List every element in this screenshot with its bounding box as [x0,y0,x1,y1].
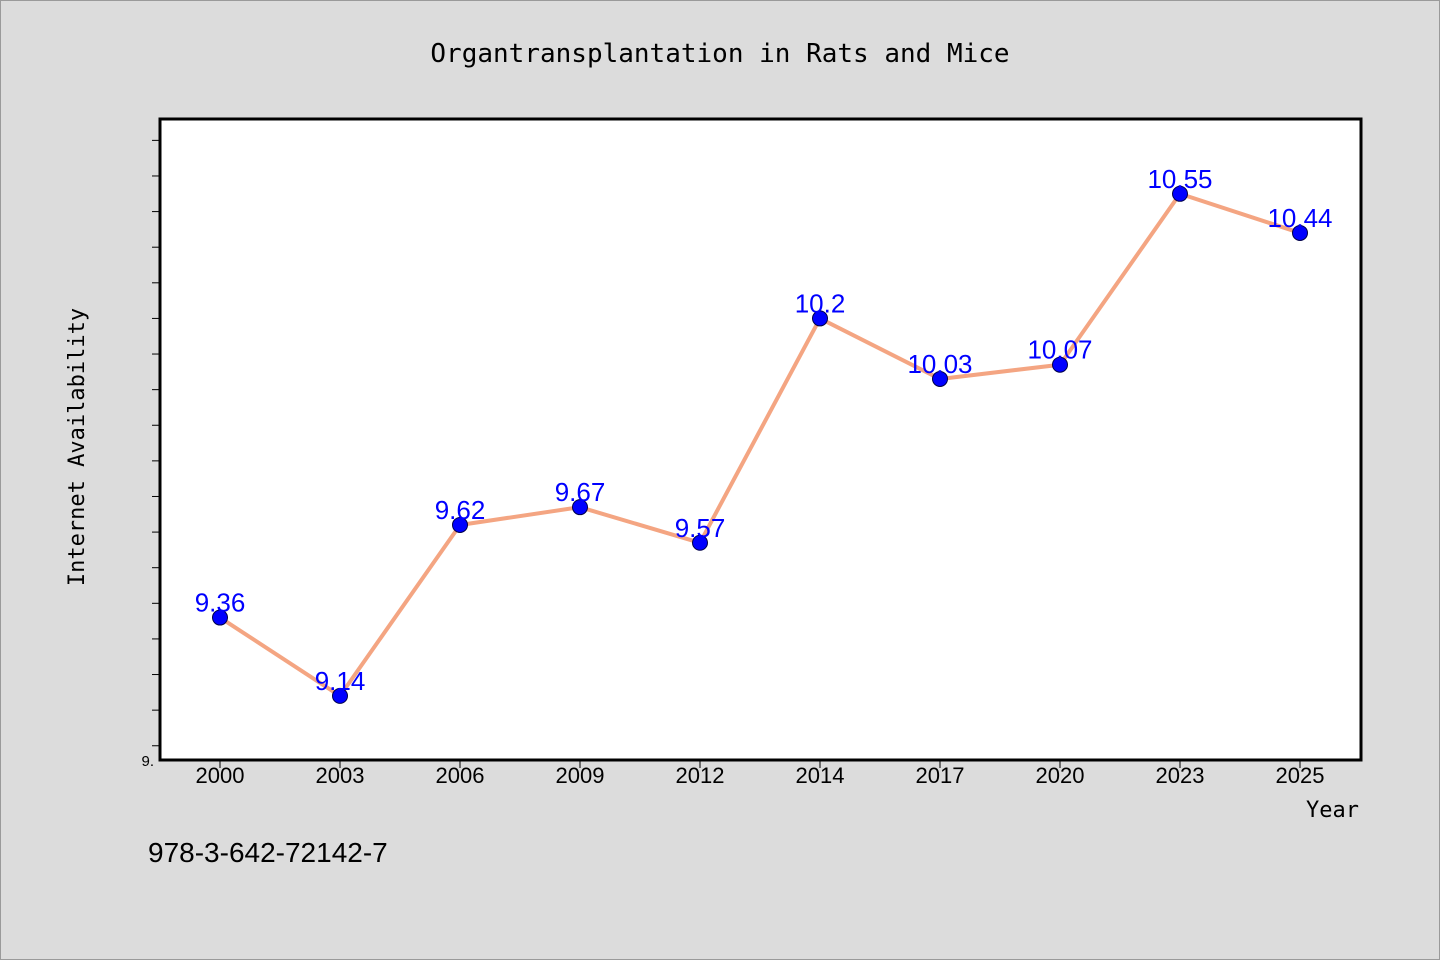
y-axis-label: Internet Availability [65,308,90,586]
x-tick-label: 2017 [916,763,965,788]
x-tick-label: 2014 [796,763,845,788]
data-point [332,687,348,704]
y-axis-min-label: 9. [141,753,154,770]
x-tick-label: 2000 [196,763,245,788]
x-tick-label: 2009 [556,763,605,788]
data-point [692,534,708,551]
data-labels-group: 9.36 9.14 9.62 9.67 9.57 10.2 10.03 10.07 10.55 1… [195,164,1333,696]
x-tick-label: 2020 [1036,763,1085,788]
data-point [572,499,588,516]
data-label: 9.67 [555,477,606,507]
data-point [1172,185,1188,202]
data-label: 9.36 [195,588,246,618]
data-label: 9.14 [315,666,366,696]
data-point [1292,224,1308,241]
data-point [212,609,228,626]
x-axis-ticks: 2000 2003 2006 2009 2012 2014 2017 2020 2023 2025 [196,760,1325,788]
x-tick-label: 2003 [316,763,365,788]
x-tick-label: 2023 [1156,763,1205,788]
x-tick-label: 2006 [436,763,485,788]
data-label: 10.03 [907,349,972,379]
y-axis-ticks [152,139,160,747]
data-label: 9.57 [675,513,726,543]
data-point [1052,356,1068,373]
series-line [218,191,1302,698]
data-label: 10.44 [1267,203,1332,233]
data-label: 10.55 [1147,164,1212,194]
x-tick-label: 2012 [676,763,725,788]
data-label: 10.07 [1027,335,1092,365]
plot-area [158,117,1363,762]
x-tick-label: 2025 [1276,763,1325,788]
data-label: 9.62 [435,495,486,525]
data-point [812,310,828,327]
chart-title: Organtransplantation in Rats and Mice [430,39,1009,69]
data-label: 10.2 [795,288,846,318]
data-point [932,370,948,387]
data-point [452,516,468,533]
x-axis-label: Year [1306,798,1359,823]
series-group [212,185,1308,704]
footnote-isbn: 978-3-642-72142-7 [148,837,388,868]
